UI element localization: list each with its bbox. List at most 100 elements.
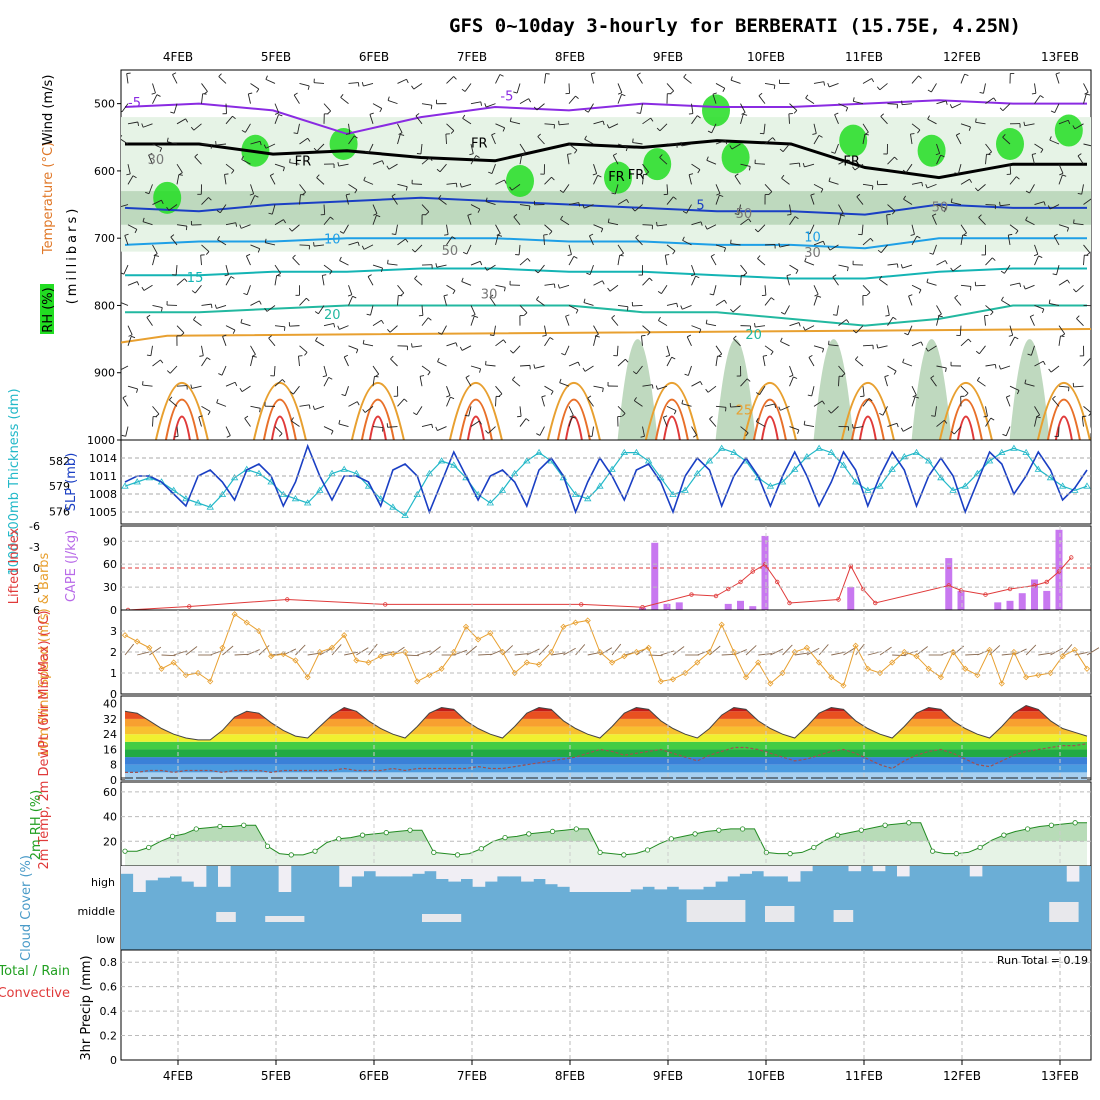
rh2m-point xyxy=(739,826,746,832)
thickness-point xyxy=(717,444,726,451)
cape-bar xyxy=(737,600,744,610)
wind10m-barb xyxy=(770,648,784,656)
rh2m-point xyxy=(621,852,627,858)
slp-tick-label: 1008 xyxy=(89,488,117,501)
cloud-cell xyxy=(751,866,765,872)
wind10m-point xyxy=(499,648,506,656)
thickness-point xyxy=(1022,448,1030,455)
cloud-cell xyxy=(448,866,461,882)
precip-label: 3hr Precip (mm) xyxy=(79,955,94,1060)
rh-legend-swatch xyxy=(40,284,54,334)
cloud-cells xyxy=(121,866,1091,950)
temp-tick-label: 0 xyxy=(110,774,117,787)
rh2m-point xyxy=(668,836,674,842)
bottom-date-label: 6FEB xyxy=(359,1069,389,1083)
wind10m-panel: 0 1 2 3 10m Wind Speed (m/s) & Barbs xyxy=(37,552,1100,757)
cloud-panel: high middle low Cloud Cover (%) xyxy=(19,855,1092,961)
rh2m-point xyxy=(526,831,532,837)
rh2m-point xyxy=(597,849,603,856)
temp-ticks: 0 8 16 24 32 40 xyxy=(103,698,117,787)
cape-tick-label: 90 xyxy=(103,535,117,548)
cloud-cell xyxy=(387,866,401,877)
cloud-cell xyxy=(775,866,789,877)
wind10m-point xyxy=(1010,648,1018,656)
thickness-point xyxy=(523,457,531,464)
thickness-point xyxy=(961,482,969,489)
wind10m-barb xyxy=(344,651,359,656)
cloud-cell xyxy=(727,866,740,877)
thickness-point xyxy=(608,465,616,472)
pressure-tick-label: 700 xyxy=(94,232,115,245)
thickness-point xyxy=(876,482,884,489)
precip-ticks: 0 0.2 0.4 0.6 0.8 xyxy=(100,526,1091,1067)
cloud-level-label: middle xyxy=(77,905,115,918)
rh2m-point xyxy=(288,852,294,858)
wind10m-point xyxy=(535,661,543,668)
wind10m-point xyxy=(292,657,299,664)
wind-label: Wind (m/s) xyxy=(41,75,56,146)
li-tick-label: -3 xyxy=(29,541,40,554)
rh2m-point xyxy=(573,826,579,832)
li-point xyxy=(579,602,584,607)
wind-tick-label: 2 xyxy=(110,646,117,659)
rh-label: RH (%) xyxy=(41,287,56,332)
cloud-cell xyxy=(218,866,231,887)
thickness-point xyxy=(924,457,933,464)
li-point xyxy=(836,597,841,602)
cloud-cell xyxy=(424,866,437,872)
wind10m-point xyxy=(974,672,981,679)
cape-bar xyxy=(749,606,757,610)
bottom-date-label: 11FEB xyxy=(845,1069,883,1083)
wind10m-point xyxy=(609,659,616,666)
cape-bar xyxy=(957,590,965,610)
bottom-date-label: 4FEB xyxy=(163,1069,193,1083)
thickness-point xyxy=(194,499,202,506)
wind10m-point xyxy=(280,651,287,658)
thickness-point xyxy=(851,478,860,485)
cloud-cell xyxy=(642,866,655,887)
wind10m-point xyxy=(694,659,701,666)
wind10m-barb xyxy=(745,645,757,656)
wind10m-point xyxy=(377,653,384,660)
wind10m-point xyxy=(353,657,360,664)
thickness-point xyxy=(1010,444,1018,451)
wind10m-barb xyxy=(331,644,342,656)
wind10m-point xyxy=(231,611,238,618)
cloud-cell xyxy=(715,866,728,882)
li-point xyxy=(1044,579,1049,585)
temp-tick-label: 8 xyxy=(110,759,117,772)
cloud-cell xyxy=(763,866,777,877)
thickness-point xyxy=(1034,465,1042,472)
precip-tick-label: 0 xyxy=(110,1054,117,1067)
wind10m-point xyxy=(487,630,494,637)
cloud-cell xyxy=(472,866,486,887)
bottom-date-label: 9FEB xyxy=(653,1069,683,1083)
wind10m-barb xyxy=(465,645,477,656)
cape-bar xyxy=(724,603,732,610)
top-date-label: 4FEB xyxy=(163,50,193,64)
thickness-label: 1000-500mb Thickness (dm) xyxy=(7,388,22,575)
wind10m-barb xyxy=(526,648,540,656)
top-date-label: 12FEB xyxy=(943,50,981,64)
cloud-cell xyxy=(375,866,389,877)
wind10m-point xyxy=(949,648,957,656)
wind10m-point xyxy=(414,678,421,685)
wind10m-point xyxy=(134,638,141,645)
cloud-cell xyxy=(509,866,522,877)
wind10m-point xyxy=(742,674,750,681)
cloud-cell xyxy=(1066,866,1080,882)
wind10m-point xyxy=(207,678,214,685)
thickness-point xyxy=(437,457,446,464)
wind10m-barb xyxy=(660,650,675,656)
rh2m-point xyxy=(787,851,793,857)
wind10m-barb xyxy=(879,646,892,656)
cloud-cell xyxy=(521,866,534,882)
wind10m-barb xyxy=(843,647,856,656)
temp-lines xyxy=(121,704,1091,779)
cloud-cell xyxy=(265,916,305,922)
wind10m-point xyxy=(730,648,737,656)
wind10m-barb xyxy=(758,653,773,656)
cloud-cell xyxy=(145,866,158,881)
